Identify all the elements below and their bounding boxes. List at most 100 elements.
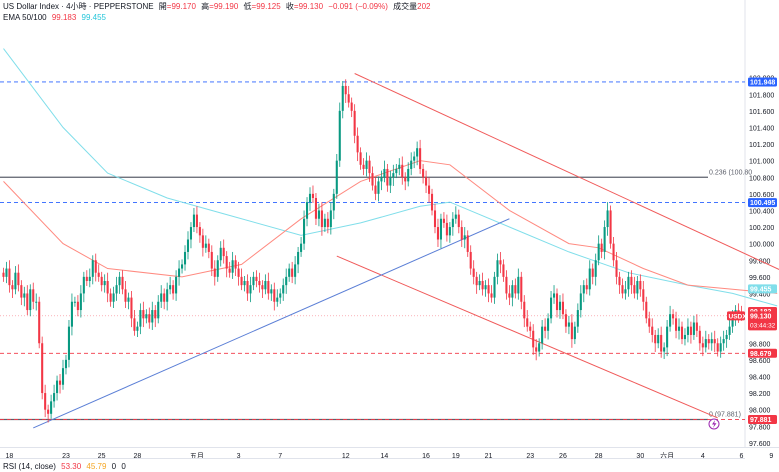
- candle-body: [142, 310, 145, 319]
- candle-body: [481, 281, 484, 290]
- change-value: −0.091 (−0.09%): [328, 2, 388, 11]
- tag-101948: [748, 77, 777, 87]
- candle-body: [94, 260, 97, 273]
- candle-body: [276, 297, 279, 302]
- candle-body: [460, 227, 463, 240]
- candle-body: [561, 301, 564, 315]
- candle-body: [508, 293, 511, 298]
- candle-body: [246, 281, 249, 294]
- y-tick-label: 98.400: [749, 374, 771, 381]
- x-tick-label: 18: [6, 453, 14, 460]
- candle-body: [222, 247, 225, 257]
- y-tick-label: 101.200: [749, 142, 774, 149]
- x-tick-label: 28: [595, 453, 603, 460]
- candle-body: [689, 326, 692, 335]
- x-tick-label: 19: [452, 453, 460, 460]
- candle-body: [76, 301, 79, 311]
- ema100-value: 99.455: [81, 13, 106, 22]
- lightning-icon-glyph: [712, 420, 717, 428]
- candle-body: [61, 368, 65, 385]
- tag-101948-text: 101.948: [750, 79, 775, 86]
- candle-body: [680, 326, 684, 340]
- y-tick-label: 97.800: [749, 424, 771, 431]
- candle-body: [672, 314, 675, 319]
- candle-body: [237, 268, 240, 277]
- candle-body: [29, 289, 32, 311]
- y-tick-label: 100.600: [749, 192, 774, 199]
- candle-body: [97, 272, 100, 277]
- candle-body: [112, 293, 115, 302]
- candle-body: [41, 343, 44, 394]
- candle-body: [454, 214, 457, 219]
- rsi-value-4: 0: [121, 462, 126, 471]
- candle-body: [67, 326, 70, 360]
- candle-body: [332, 193, 335, 211]
- x-tick-label: 3: [237, 453, 241, 460]
- candle-body: [398, 164, 401, 169]
- candle-body: [490, 293, 493, 298]
- candle-body: [386, 168, 389, 186]
- candle-body: [240, 276, 243, 286]
- candle-body: [308, 193, 312, 203]
- y-tick-label: 101.800: [749, 92, 774, 99]
- candle-body: [404, 177, 407, 182]
- rsi-label[interactable]: RSI (14, close): [3, 462, 56, 471]
- candle-body: [270, 289, 273, 294]
- candle-body: [121, 276, 124, 290]
- candle-body: [600, 243, 603, 252]
- candle-body: [499, 260, 502, 265]
- support-line: [33, 218, 510, 429]
- x-tick-label: 26: [559, 453, 567, 460]
- candle-body: [725, 334, 728, 340]
- candle-body: [317, 210, 320, 219]
- candle-body: [576, 310, 579, 327]
- candle-body: [588, 268, 591, 290]
- high-value: =99.190: [209, 2, 239, 11]
- tag-98679-text: 98.679: [750, 351, 772, 358]
- close-label: 收: [285, 2, 294, 11]
- candle-body: [243, 281, 246, 286]
- y-tick-label: 98.800: [749, 341, 771, 348]
- x-tick-label: 五月: [190, 452, 204, 460]
- ema50-value: 99.183: [51, 13, 77, 22]
- candle-body: [181, 264, 184, 269]
- candle-body: [213, 268, 216, 277]
- candle-body: [183, 251, 187, 265]
- candle-body: [663, 347, 666, 352]
- y-tick-label: 101.600: [749, 109, 774, 116]
- candle-body: [555, 293, 559, 311]
- tag-99455: [748, 284, 777, 294]
- candle-body: [35, 301, 38, 303]
- candle-body: [148, 314, 151, 323]
- candle-body: [594, 260, 597, 277]
- candle-body: [133, 318, 136, 331]
- candle-body: [677, 326, 681, 331]
- x-tick-label: 28: [134, 453, 142, 460]
- candle-body: [428, 185, 431, 194]
- candle-body: [85, 276, 88, 281]
- candle-body: [511, 285, 514, 298]
- candle-body: [145, 314, 148, 319]
- candle-body: [56, 380, 59, 394]
- candle-body: [154, 310, 157, 319]
- candle-body: [285, 276, 288, 286]
- tag-99130: [748, 311, 777, 331]
- candle-body: [520, 276, 523, 302]
- volume-value: 202: [417, 2, 431, 11]
- ema-label[interactable]: EMA 50/100: [3, 13, 47, 22]
- candle-body: [570, 322, 573, 340]
- candle-body: [157, 301, 160, 319]
- candle-body: [314, 198, 317, 219]
- y-tick-label: 100.000: [749, 242, 774, 249]
- candle-body: [612, 243, 615, 261]
- candle-body: [365, 160, 368, 169]
- symbol-tag-text: USDX: [729, 313, 748, 320]
- x-tick-label: 4: [701, 453, 705, 460]
- candle-body: [636, 281, 639, 294]
- candle-body: [106, 281, 109, 294]
- candle-body: [32, 289, 35, 302]
- candle-body: [151, 310, 154, 323]
- symbol-title[interactable]: US Dollar Index · 4小時 · PEPPERSTONE: [3, 2, 154, 11]
- volume-label: 成交量: [393, 2, 418, 11]
